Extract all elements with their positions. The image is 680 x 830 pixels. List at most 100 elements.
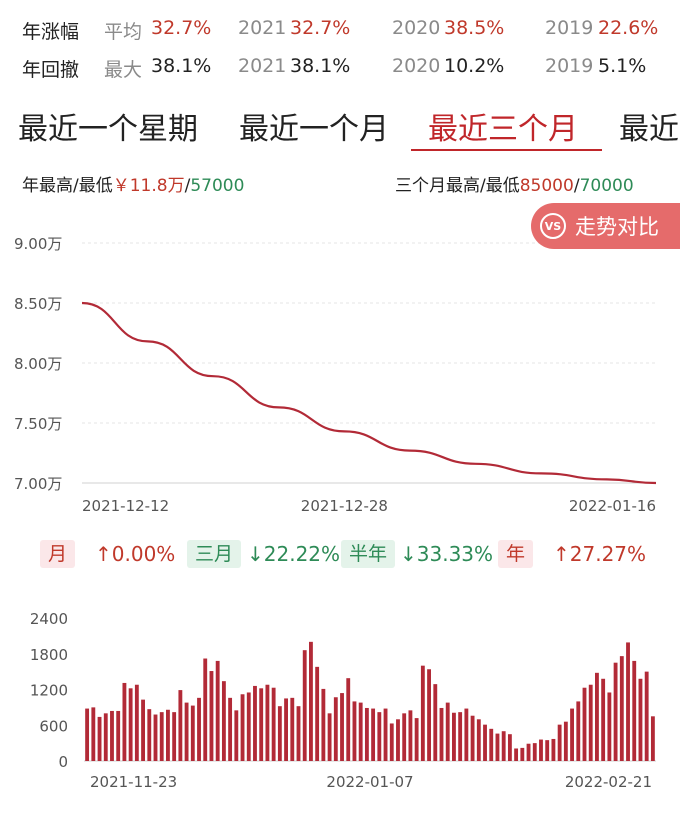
volume-bar [116,710,121,761]
year-value: 38.5% [444,17,505,39]
vs-icon: VS [540,213,566,239]
volume-bar [582,687,587,761]
volume-bar [427,669,431,761]
volume-bar [632,660,637,761]
x-tick-label: 2022-01-07 [326,773,413,791]
volume-bar [433,684,438,761]
volume-bar [601,678,606,761]
tab-month[interactable]: 最近一个月 [239,112,389,147]
volume-bar [153,714,158,761]
volume-bar [495,733,500,761]
change-value: 0.00% [111,542,176,566]
chip-year[interactable]: 年 [498,540,534,568]
active-tab-indicator [411,149,602,151]
volume-bar [383,708,388,761]
separator: / [184,176,191,196]
x-tick-label: 2021-12-28 [301,497,388,515]
arrow-up-icon: ↑ [553,542,570,566]
volume-bar [551,738,556,761]
year-value: 22.6% [598,17,659,39]
volume-bar-chart: 2400 1800 1200 600 0 2021-11-23 2022-01-07 2022… [30,610,656,791]
volume-bar [607,692,612,761]
period-change-row: 月 ↑0.00% 三月 ↓22.22% 半年 ↓33.33% 年 ↑27.27% [0,536,680,572]
volume-bar [284,698,288,761]
volume-bar [159,712,164,761]
change-month: ↑0.00% [95,542,175,566]
x-tick-label: 2022-02-21 [565,773,652,791]
year-label: 2019 [545,55,594,77]
volume-bar [396,719,400,761]
compare-trend-button[interactable]: VS 走势对比 [531,203,680,249]
volume-bar [557,724,562,761]
quarter-low-value: 70000 [579,176,634,196]
volume-bar [215,660,220,761]
stats-panel: 年涨幅 平均 32.7% 2021 32.7% 2020 38.5% 2019 … [0,0,680,88]
metric-value: 32.7% [151,17,212,39]
metric-label: 最大 [104,59,143,81]
volume-bar [97,716,102,761]
volume-bar [296,706,301,761]
change-value: 22.22% [263,542,341,566]
volume-bar [209,671,214,761]
volume-bar [588,684,593,761]
tab-more[interactable]: 最近 [619,112,679,147]
volume-bar [197,697,201,761]
volume-bar [501,731,506,761]
volume-bar [253,685,257,761]
volume-bar [650,716,655,761]
volume-bar [626,642,630,761]
volume-bar [377,712,382,761]
volume-bar [507,734,512,761]
volume-bar [128,688,133,761]
volume-bar [526,743,531,761]
y-tick-label: 8.50万 [14,295,62,313]
volume-bar [514,748,519,761]
volume-bar [452,712,456,761]
x-tick-label: 2021-12-12 [82,497,169,515]
volume-bar [489,728,494,761]
volume-bar [147,709,152,761]
chip-month[interactable]: 月 [40,540,76,568]
change-value: 27.27% [569,542,647,566]
volume-bar [184,702,189,761]
separator: / [573,176,580,196]
y-tick-label: 1200 [30,682,68,700]
volume-bar [221,681,226,761]
volume-bar [172,712,177,761]
volume-bar [234,710,239,761]
year-label: 2020 [392,17,441,39]
volume-bar [271,687,276,761]
compare-label: 走势对比 [575,215,659,239]
price-series-line [81,301,657,485]
row-label: 年涨幅 [22,21,80,43]
volume-bar [595,672,599,761]
volume-bar [290,697,295,761]
period-tabs: 最近一个星期 最近一个月 最近三个月 最近 [0,96,680,152]
volume-bar [333,697,338,761]
volume-bar [265,684,270,761]
annual-gain-row: 年涨幅 平均 32.7% 2021 32.7% 2020 38.5% 2019 … [0,17,680,47]
volume-bar [458,712,463,761]
volume-bar [539,739,543,761]
y-tick-label: 600 [39,717,68,735]
volume-bar [445,702,450,761]
year-label: 2020 [392,55,441,77]
arrow-up-icon: ↑ [95,542,112,566]
volume-bar [141,699,145,761]
volume-bar [122,682,127,761]
year-high-value: ￥11.8万 [112,176,185,196]
tab-week[interactable]: 最近一个星期 [18,112,198,147]
year-label: 2021 [238,17,287,39]
volume-bar [638,678,643,761]
volume-bar [389,723,394,761]
chip-three-months[interactable]: 三月 [187,540,242,568]
volume-bar [358,702,363,761]
chip-half-year[interactable]: 半年 [341,540,396,568]
change-year: ↑27.27% [553,542,646,566]
change-half-year: ↓33.33% [400,542,493,566]
change-three-months: ↓22.22% [247,542,340,566]
volume-bar [563,721,568,761]
volume-bar [619,656,624,761]
tab-three-months[interactable]: 最近三个月 [428,112,578,147]
year-range-label: 年最高/最低 [22,176,113,196]
